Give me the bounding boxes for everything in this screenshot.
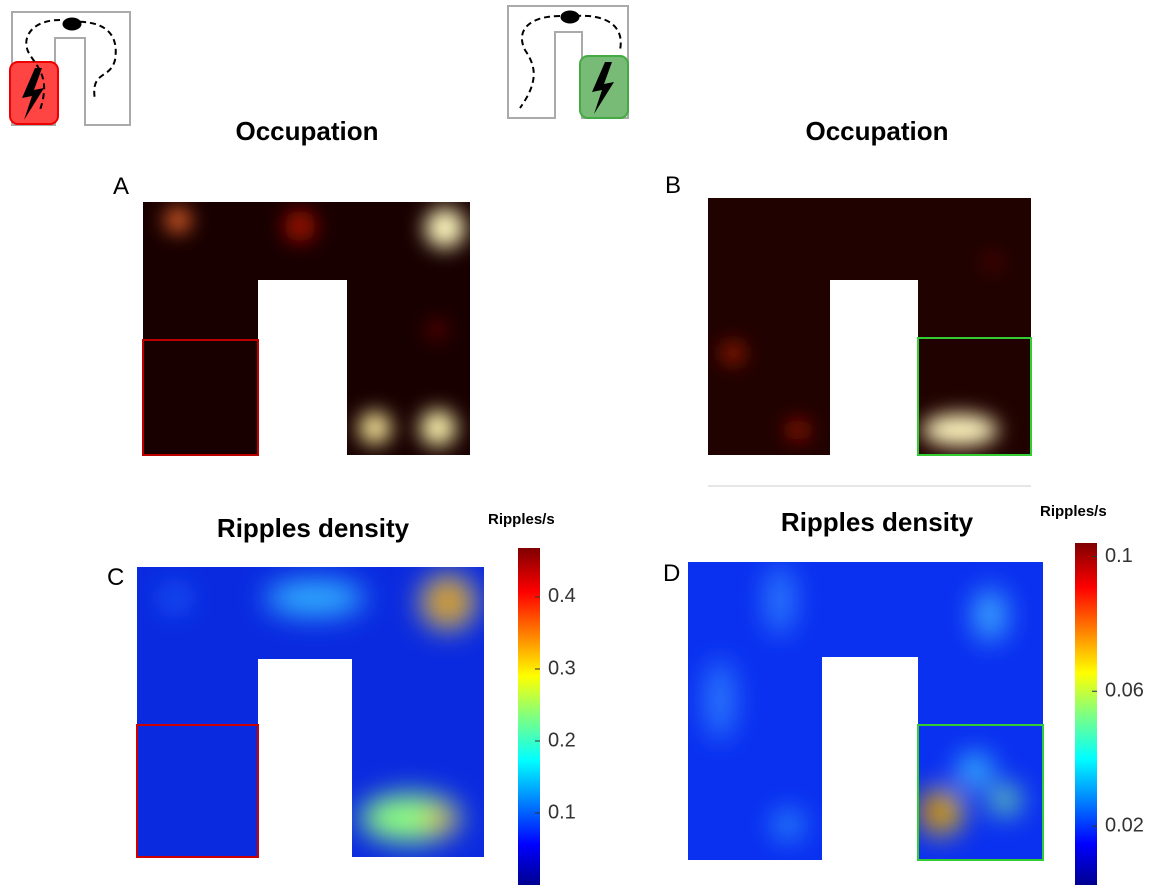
heatmap [688,562,1044,862]
maze-icon [507,5,629,119]
tick-label: 0.2 [548,729,576,751]
colorbar [518,548,540,885]
panel-title: Ripples density [217,513,410,543]
tick-label: 0.3 [548,657,576,679]
panel-title: Ripples density [781,507,974,537]
maze-icon [9,11,131,126]
tick-label: 0.4 [548,585,576,607]
panel-title: Occupation [235,116,378,146]
colorbar [1075,543,1097,885]
tick-label: 0.02 [1105,814,1144,836]
colorbar-title: Ripples/s [488,511,555,528]
colorbar-title: Ripples/s [1040,503,1107,520]
tick-label: 0.06 [1105,680,1144,702]
tick-label: 0.1 [548,801,576,823]
panel-label: D [663,560,680,587]
heatmap [142,202,470,456]
panel-label: B [665,172,681,199]
tick-label: 0.1 [1105,545,1133,567]
heatmap [708,198,1032,456]
heatmap [136,567,484,859]
panel-title: Occupation [805,116,948,146]
panel-label: C [107,564,124,591]
panel-label: A [113,173,129,200]
